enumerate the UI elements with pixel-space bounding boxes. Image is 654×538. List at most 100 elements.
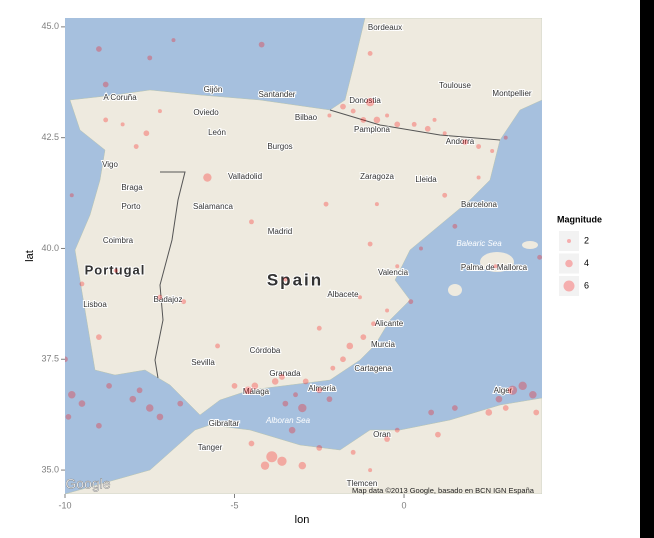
point [435, 431, 441, 438]
point [323, 201, 329, 207]
point [181, 299, 187, 305]
point [442, 131, 447, 136]
legend-label: 6 [584, 280, 589, 290]
point [476, 144, 482, 149]
point [395, 264, 400, 269]
point [384, 436, 390, 442]
point [367, 241, 373, 247]
point [215, 343, 220, 349]
point [432, 117, 437, 122]
point [340, 356, 346, 363]
place-label: Braga [121, 183, 143, 192]
point [120, 122, 125, 127]
point [365, 98, 375, 107]
place-label: Albacete [327, 290, 359, 299]
y-tick-label: 37.5 [41, 354, 59, 364]
place-label: Lisboa [83, 300, 107, 309]
point [346, 342, 354, 350]
place-label: Andorra [446, 137, 475, 146]
point [171, 38, 176, 43]
point [442, 192, 448, 198]
point [371, 321, 376, 327]
legend-label: 4 [584, 258, 589, 268]
point [277, 456, 287, 466]
place-label: Zaragoza [360, 172, 394, 181]
point [143, 130, 150, 137]
point [350, 449, 356, 455]
point [248, 440, 255, 447]
x-axis-title: lon [295, 514, 310, 526]
attribution: Map data ©2013 Google, basado en BCN IGN… [352, 486, 535, 495]
place-label: Balearic Sea [456, 239, 502, 248]
point [495, 395, 503, 403]
place-label: Alboran Sea [265, 416, 311, 425]
place-label: Tlemcen [347, 479, 378, 488]
point [502, 405, 509, 411]
point [113, 268, 118, 273]
legend-symbol [567, 239, 571, 243]
place-label: Montpellier [492, 89, 531, 98]
point [133, 144, 139, 149]
point [418, 246, 423, 251]
point [103, 117, 109, 123]
point [451, 405, 458, 411]
place-label: Santander [259, 90, 296, 99]
island [448, 284, 462, 296]
point [490, 148, 495, 153]
place-label: Coimbra [103, 236, 134, 245]
point [326, 396, 333, 403]
points [65, 38, 542, 473]
point [129, 395, 137, 403]
place-label: Alger [494, 386, 513, 395]
point [503, 135, 508, 140]
legend-symbol [565, 259, 573, 268]
place-label: Vigo [102, 160, 118, 169]
point [157, 109, 162, 114]
place-label: Oviedo [193, 108, 219, 117]
point [279, 374, 285, 380]
point [357, 295, 362, 300]
place-label: Valencia [378, 268, 409, 277]
point [408, 299, 414, 305]
point [373, 116, 381, 124]
island [522, 241, 538, 249]
point [177, 400, 184, 407]
place-label: Córdoba [250, 346, 281, 355]
point [106, 382, 112, 389]
point [533, 409, 540, 416]
place-label: Valladolid [228, 172, 262, 181]
point [156, 413, 164, 421]
x-tick-label: 0 [402, 500, 407, 510]
point [368, 468, 373, 473]
point [283, 277, 288, 282]
place-label: Portugal [85, 262, 146, 277]
point [424, 125, 431, 132]
place-label: Cartagena [354, 364, 392, 373]
frame-edge [640, 0, 654, 538]
land [69, 18, 542, 416]
place-label: Sevilla [191, 358, 215, 367]
point [518, 381, 527, 391]
place-label: Oran [373, 430, 391, 439]
point [529, 390, 537, 399]
place-label: Palma de Mallorca [461, 263, 528, 272]
y-tick-label: 42.5 [41, 132, 59, 142]
border [329, 109, 501, 141]
point [147, 55, 153, 61]
point [428, 409, 435, 416]
point [316, 325, 322, 331]
point [249, 219, 254, 225]
place-label: Donostia [349, 96, 381, 105]
point [136, 387, 143, 394]
y-tick-label: 35.0 [41, 464, 59, 474]
point [78, 400, 86, 407]
point [146, 404, 154, 412]
point [537, 254, 542, 260]
place-label: Lleida [415, 175, 437, 184]
place-label: Madrid [268, 227, 292, 236]
place-label: Alicante [375, 319, 404, 328]
point [298, 403, 307, 413]
place-label: Salamanca [193, 202, 234, 211]
point [65, 356, 68, 363]
place-labels: Bordeaux Toulouse Montpellier A Coruña Gijón… [82, 22, 533, 489]
